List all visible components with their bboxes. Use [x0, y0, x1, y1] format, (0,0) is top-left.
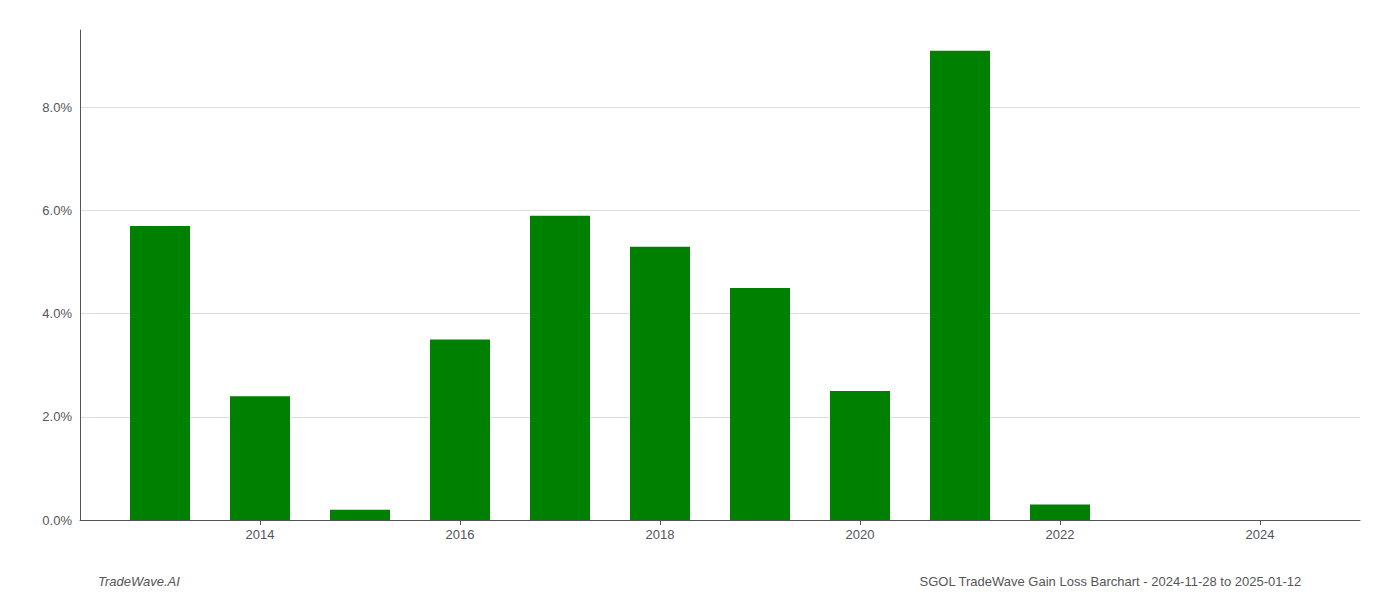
svg-text:2020: 2020	[846, 527, 875, 542]
svg-text:2018: 2018	[646, 527, 675, 542]
svg-text:4.0%: 4.0%	[42, 306, 72, 321]
svg-text:8.0%: 8.0%	[42, 100, 72, 115]
svg-text:2.0%: 2.0%	[42, 409, 72, 424]
svg-text:2014: 2014	[246, 527, 275, 542]
svg-text:SGOL TradeWave Gain Loss Barch: SGOL TradeWave Gain Loss Barchart - 2024…	[920, 574, 1302, 589]
svg-text:2024: 2024	[1246, 527, 1275, 542]
svg-text:TradeWave.AI: TradeWave.AI	[98, 574, 180, 589]
svg-text:6.0%: 6.0%	[42, 203, 72, 218]
svg-text:2022: 2022	[1046, 527, 1075, 542]
svg-text:2016: 2016	[446, 527, 475, 542]
svg-text:0.0%: 0.0%	[42, 513, 72, 528]
